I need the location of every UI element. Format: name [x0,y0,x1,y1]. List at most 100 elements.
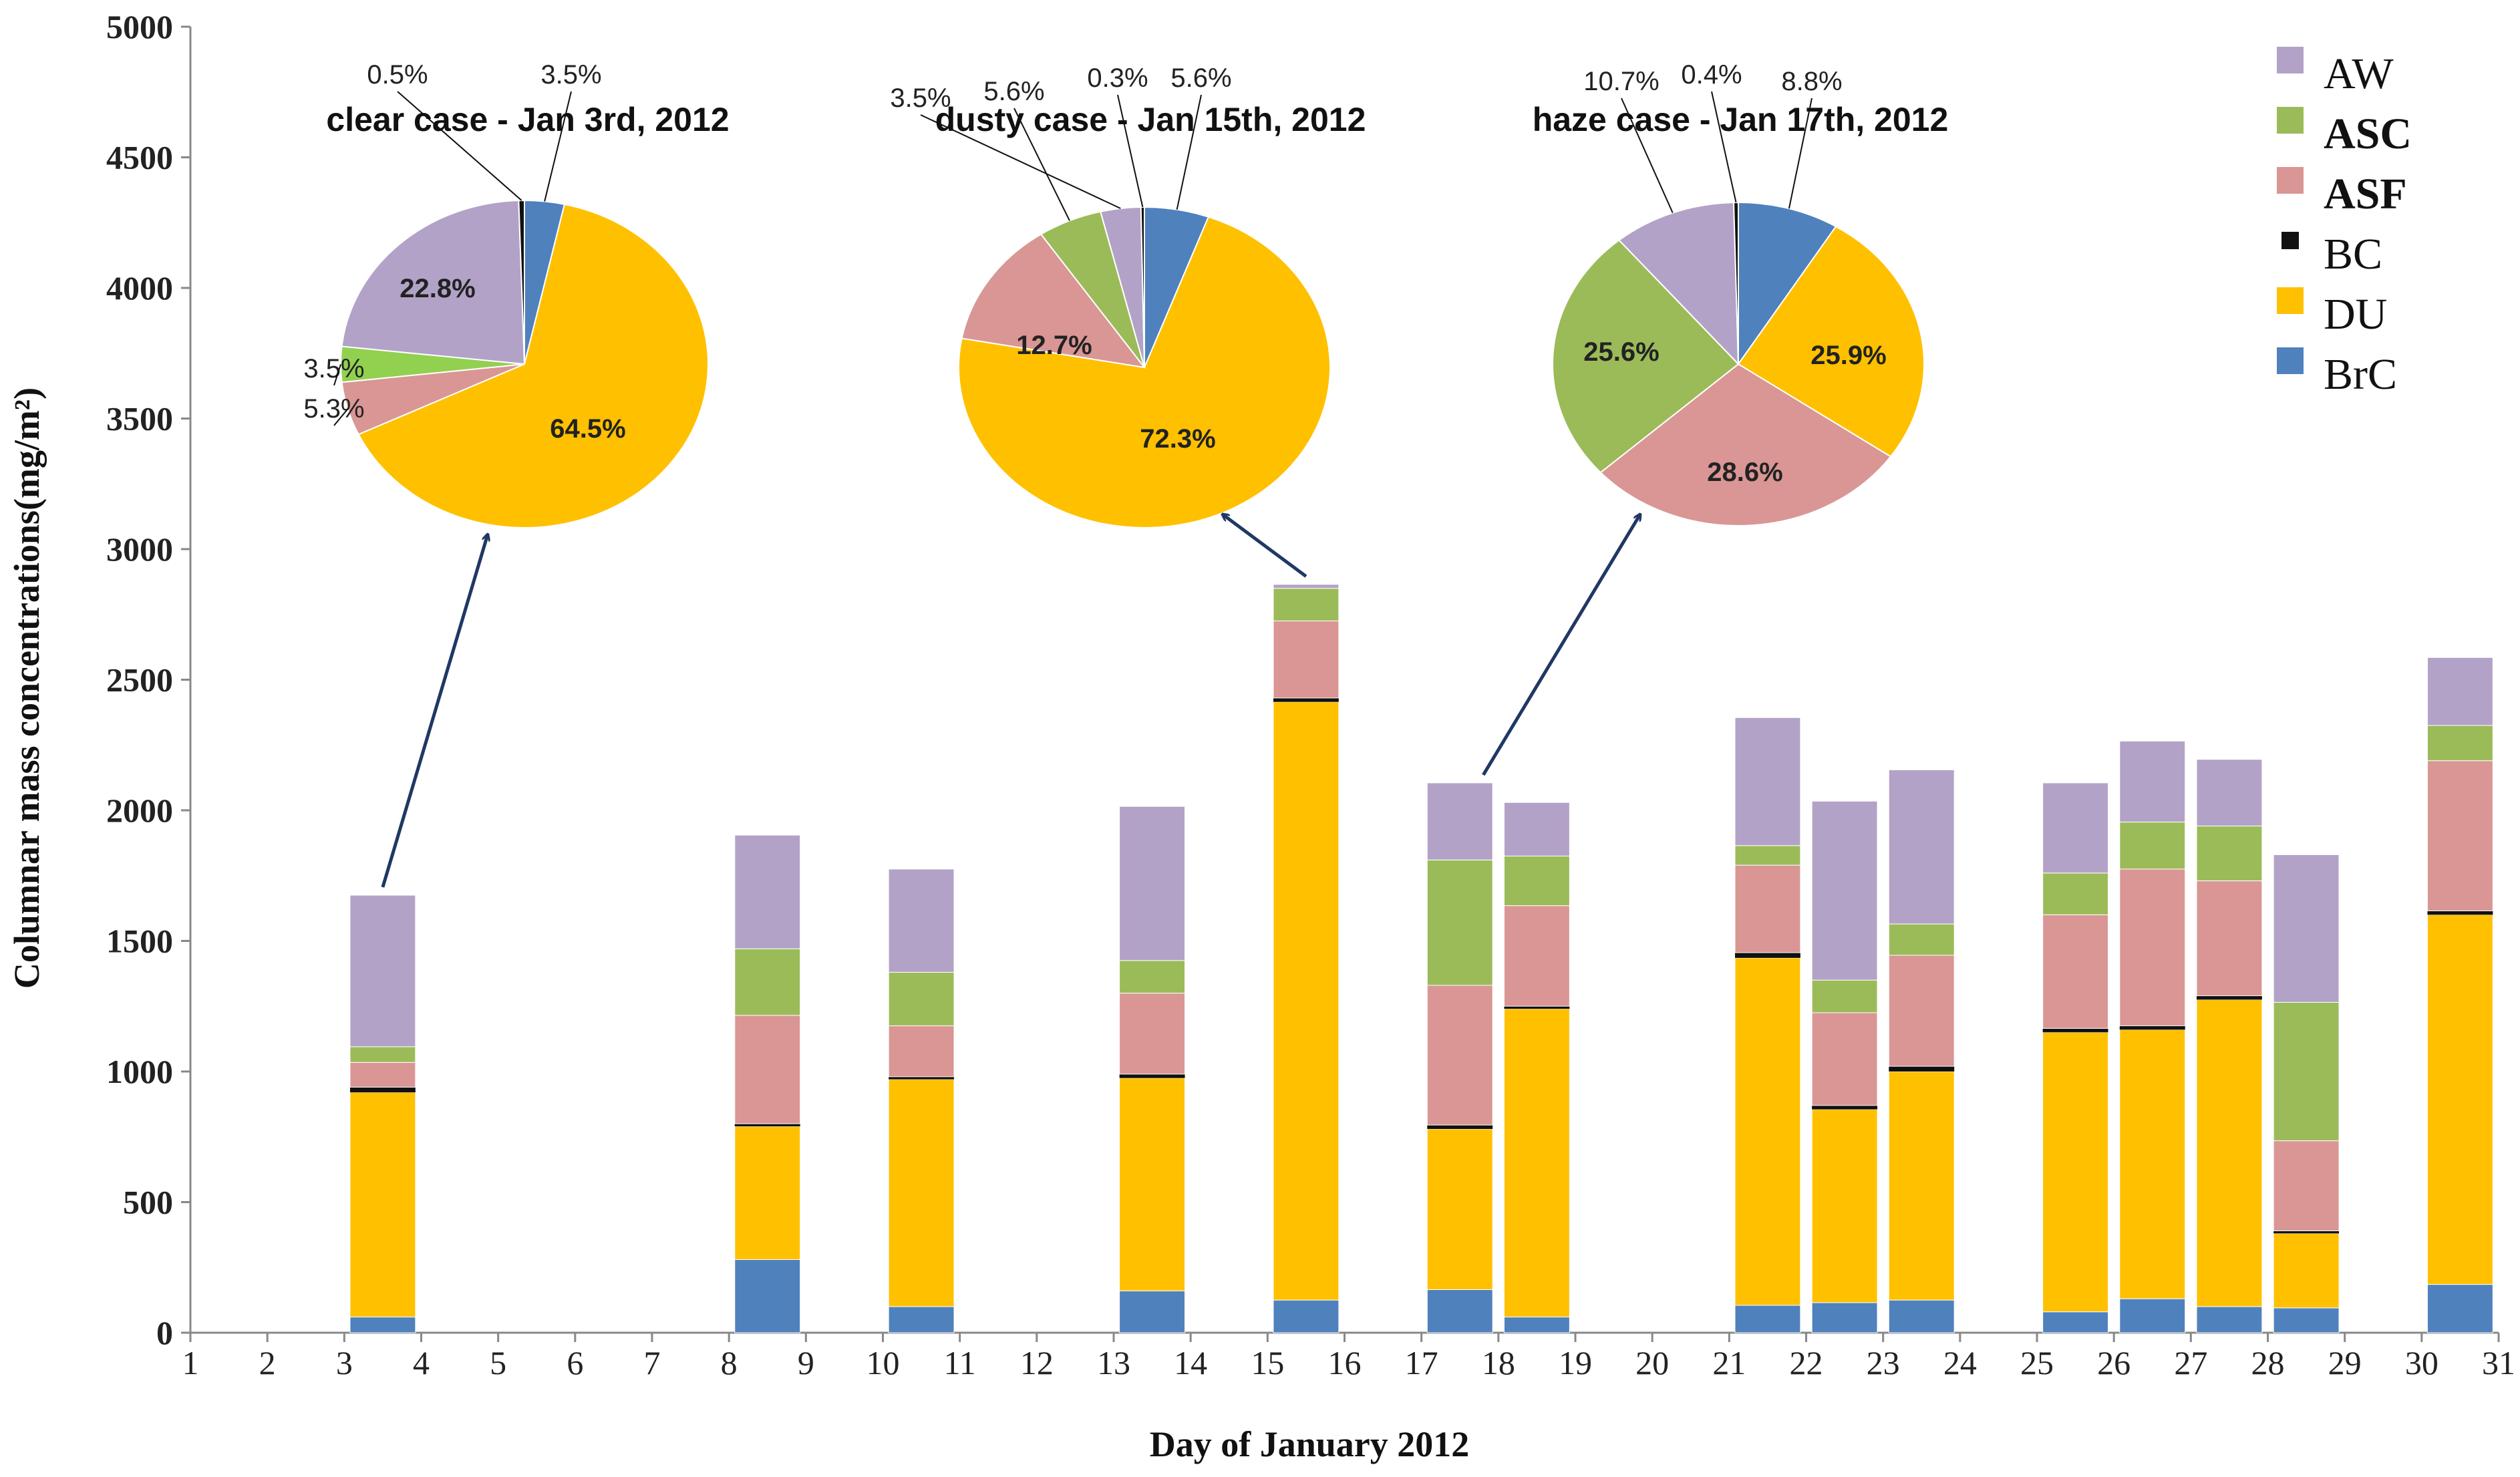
x-tick-label: 16 [1328,1344,1362,1381]
bar-segment-asc-day-13 [1119,960,1186,994]
bar-segment-asf-day-15 [1273,621,1340,699]
pie-leader-line [1788,98,1813,209]
bar-segment-brc-day-22 [1811,1302,1878,1333]
y-tick-label: 2000 [106,792,173,829]
bar-segment-du-day-25 [2042,1031,2109,1313]
bar-segment-aw-day-22 [1811,800,1878,981]
pie-slice-du-1 [357,203,710,528]
pie-label-asf-3: 28.6% [1707,458,1782,487]
bar-segment-bc-day-3 [349,1087,416,1093]
pie-leader-line [1711,91,1737,203]
x-tick-label: 7 [644,1344,661,1381]
pie-slice-asf-2 [961,233,1146,369]
bar-segment-asf-day-26 [2119,868,2186,1027]
bar-segment-brc-day-13 [1119,1290,1186,1333]
bar-segment-bc-day-17 [1427,1125,1493,1130]
bar-segment-bc-day-26 [2119,1025,2185,1030]
pie-title-haze: haze case - Jan 17th, 2012 [1533,101,1949,138]
pie-label-bc-2: 0.3% [1087,63,1148,93]
x-tick-label: 18 [1482,1344,1515,1381]
x-tick-label: 23 [1867,1344,1900,1381]
bar-segment-brc-day-17 [1426,1289,1493,1333]
pie-leader-line [1117,94,1144,208]
x-tick-label: 28 [2251,1344,2285,1381]
x-tick-label: 25 [2020,1344,2054,1381]
arrow-day-17 [1482,514,1640,776]
pie-leader-line [1176,94,1202,210]
pie-leader-line [333,408,349,426]
bar-segment-brc-day-18 [1503,1317,1570,1333]
pie-leader-line [397,91,522,201]
bar-segment-aw-day-21 [1734,717,1801,846]
bar-segment-bc-day-27 [2196,995,2262,1000]
bar-segment-asf-day-28 [2273,1140,2340,1232]
pie-label-asc-1: 3.5% [303,354,364,383]
x-tick-label: 21 [1712,1344,1746,1381]
bar-segment-bc-day-23 [1889,1066,1955,1072]
bar-segment-asf-day-21 [1734,864,1801,953]
x-tick-label: 20 [1635,1344,1669,1381]
bar-segment-du-day-18 [1503,1008,1570,1318]
bar-segment-du-day-3 [349,1092,416,1318]
bar-segment-du-day-30 [2426,914,2493,1285]
bar-segment-aw-day-8 [734,834,801,949]
bar-segment-aw-day-30 [2426,657,2493,726]
bar-segment-du-day-28 [2273,1233,2340,1309]
bar-segment-aw-day-3 [349,894,416,1047]
bar-segment-aw-day-26 [2119,740,2186,823]
bar-segment-asc-day-3 [349,1046,416,1063]
bar-segment-asc-day-25 [2042,872,2109,915]
bar-segment-brc-day-28 [2273,1307,2340,1333]
pie-label-du-3: 25.9% [1810,341,1886,370]
pie-label-bc-3: 0.4% [1681,60,1742,90]
x-tick-label: 29 [2328,1344,2362,1381]
pie-label-brc-3: 8.8% [1781,67,1842,96]
pie-leader-line [333,364,341,386]
y-tick-label: 2500 [106,661,173,699]
bar-segment-asc-day-23 [1888,923,1955,956]
legend-label-bc: BC [2324,230,2382,279]
legend-swatch-asf [2277,167,2304,194]
bar-segment-bc-day-30 [2427,911,2493,915]
bar-segment-aw-day-18 [1503,802,1570,856]
x-tick-label: 17 [1405,1344,1438,1381]
pie-slice-bc-1 [518,199,525,365]
bar-segment-aw-day-23 [1888,769,1955,925]
pie-label-bc-1: 0.5% [367,60,428,90]
x-tick-label: 5 [490,1344,506,1381]
pie-slice-aw-1 [341,200,526,365]
legend-label-du: DU [2324,290,2387,339]
legend-swatch-du [2277,287,2304,314]
legend-swatch-aw [2277,47,2304,73]
bar-segment-bc-day-18 [1504,1006,1570,1009]
bar-segment-asf-day-18 [1503,905,1570,1007]
bar-segment-brc-day-10 [888,1306,955,1333]
bar-segment-asc-day-22 [1811,979,1878,1013]
x-tick-label: 12 [1020,1344,1054,1381]
bar-segment-asc-day-15 [1273,588,1340,622]
bar-segment-brc-day-8 [734,1259,801,1333]
bar-segment-du-day-17 [1426,1128,1493,1290]
bar-segment-brc-day-15 [1273,1299,1340,1333]
pie-label-aw-3: 10.7% [1583,67,1659,96]
bar-segment-asc-day-30 [2426,725,2493,762]
pie-leader-line [1621,98,1674,214]
pie-leader-line [920,114,1121,209]
bar-segment-aw-day-28 [2273,854,2340,1003]
x-axis-title: Day of January 2012 [1150,1424,1470,1464]
bar-segment-du-day-15 [1273,701,1340,1301]
pie-label-aw-1: 22.8% [400,274,475,303]
bar-segment-asc-day-10 [888,971,955,1027]
bar-segment-du-day-26 [2119,1029,2186,1299]
bar-segment-asf-day-23 [1888,955,1955,1067]
pie-label-brc-2: 5.6% [1170,63,1231,93]
legend-swatch-asc [2277,107,2304,134]
bar-segment-brc-day-26 [2119,1298,2186,1333]
y-tick-label: 0 [156,1314,173,1351]
y-tick-label: 3500 [106,400,173,438]
legend-swatch-bc [2281,232,2299,249]
pie-slice-asf-3 [1599,363,1892,526]
bar-segment-asf-day-27 [2196,880,2263,997]
bar-segment-brc-day-25 [2042,1311,2109,1333]
